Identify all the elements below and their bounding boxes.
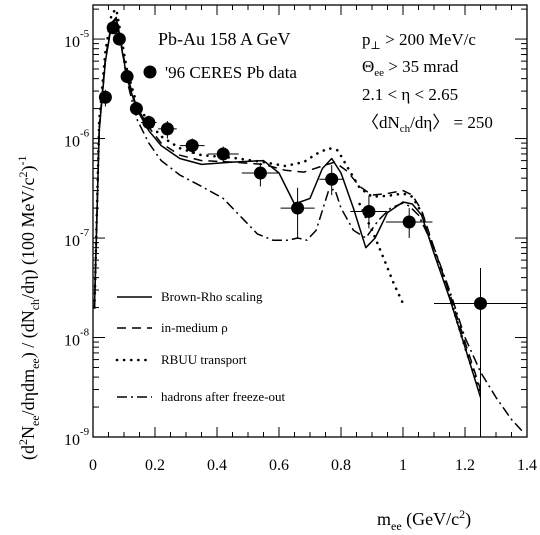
cut-pt: p⊥ > 200 MeV/c <box>362 30 476 52</box>
ceres-data-points <box>99 21 527 437</box>
x-tick-label: 0.2 <box>145 457 165 474</box>
y-tick-label: 10-7 <box>64 227 90 250</box>
plot-frame <box>93 5 527 437</box>
x-tick-label: 1.4 <box>517 457 537 474</box>
y-tick-label: 10-9 <box>64 426 90 449</box>
x-tick-label: 0.6 <box>269 457 289 474</box>
data-point <box>362 205 375 218</box>
y-tick-label: 10-6 <box>64 128 90 151</box>
curve-rbuu-branch <box>360 204 403 304</box>
legend-label-rbuu: RBUU transport <box>161 352 247 367</box>
x-tick-label: 1 <box>399 457 407 474</box>
data-point <box>107 21 120 34</box>
x-tick-label: 0.8 <box>331 457 351 474</box>
data-point <box>121 70 134 83</box>
data-point <box>474 297 487 310</box>
data-point <box>186 139 199 152</box>
y-tick-label: 10-8 <box>64 327 90 350</box>
data-point <box>291 202 304 215</box>
legend-label-brown-rho: Brown-Rho scaling <box>161 289 263 304</box>
y-tick-label: 10-5 <box>64 28 90 51</box>
cut-multiplicity: 〈dNch/dη〉 = 250 <box>362 113 493 135</box>
curve-legend: Brown-Rho scaling in-medium ρ RBUU trans… <box>117 289 286 404</box>
data-point <box>161 122 174 135</box>
y-axis-label: (d2Nee/dηdmee) / (dNch/dη) (100 MeV/c2)-… <box>15 156 42 460</box>
chart-title: Pb-Au 158 A GeV <box>158 29 291 49</box>
curve-hadrons <box>95 19 524 433</box>
legend-label-hadrons: hadrons after freeze-out <box>161 389 286 404</box>
data-point <box>325 173 338 186</box>
x-tick-label: 0.4 <box>207 457 227 474</box>
data-point <box>130 102 143 115</box>
x-tick-label: 1.2 <box>455 457 475 474</box>
x-axis-label: mee (GeV/c2) <box>377 507 471 533</box>
data-point <box>403 215 416 228</box>
y-tick-labels: 10-5 10-6 10-7 10-8 10-9 <box>64 28 90 449</box>
kinematic-cuts: p⊥ > 200 MeV/c Θee > 35 mrad 2.1 < η < 2… <box>362 30 493 135</box>
legend-label-in-medium: in-medium ρ <box>161 320 228 335</box>
data-point <box>217 147 230 160</box>
data-legend-label: '96 CERES Pb data <box>165 63 297 82</box>
data-legend-marker <box>144 66 157 79</box>
axis-ticks <box>93 5 527 437</box>
x-tick-label: 0 <box>89 457 97 474</box>
cut-eta: 2.1 < η < 2.65 <box>362 85 458 104</box>
x-tick-labels: 0 0.2 0.4 0.6 0.8 1 1.2 1.4 <box>89 457 537 474</box>
data-point <box>142 116 155 129</box>
data-point <box>113 33 126 46</box>
data-point <box>254 167 267 180</box>
data-point <box>99 91 112 104</box>
model-curves <box>95 9 524 433</box>
cut-theta: Θee > 35 mrad <box>362 57 459 79</box>
